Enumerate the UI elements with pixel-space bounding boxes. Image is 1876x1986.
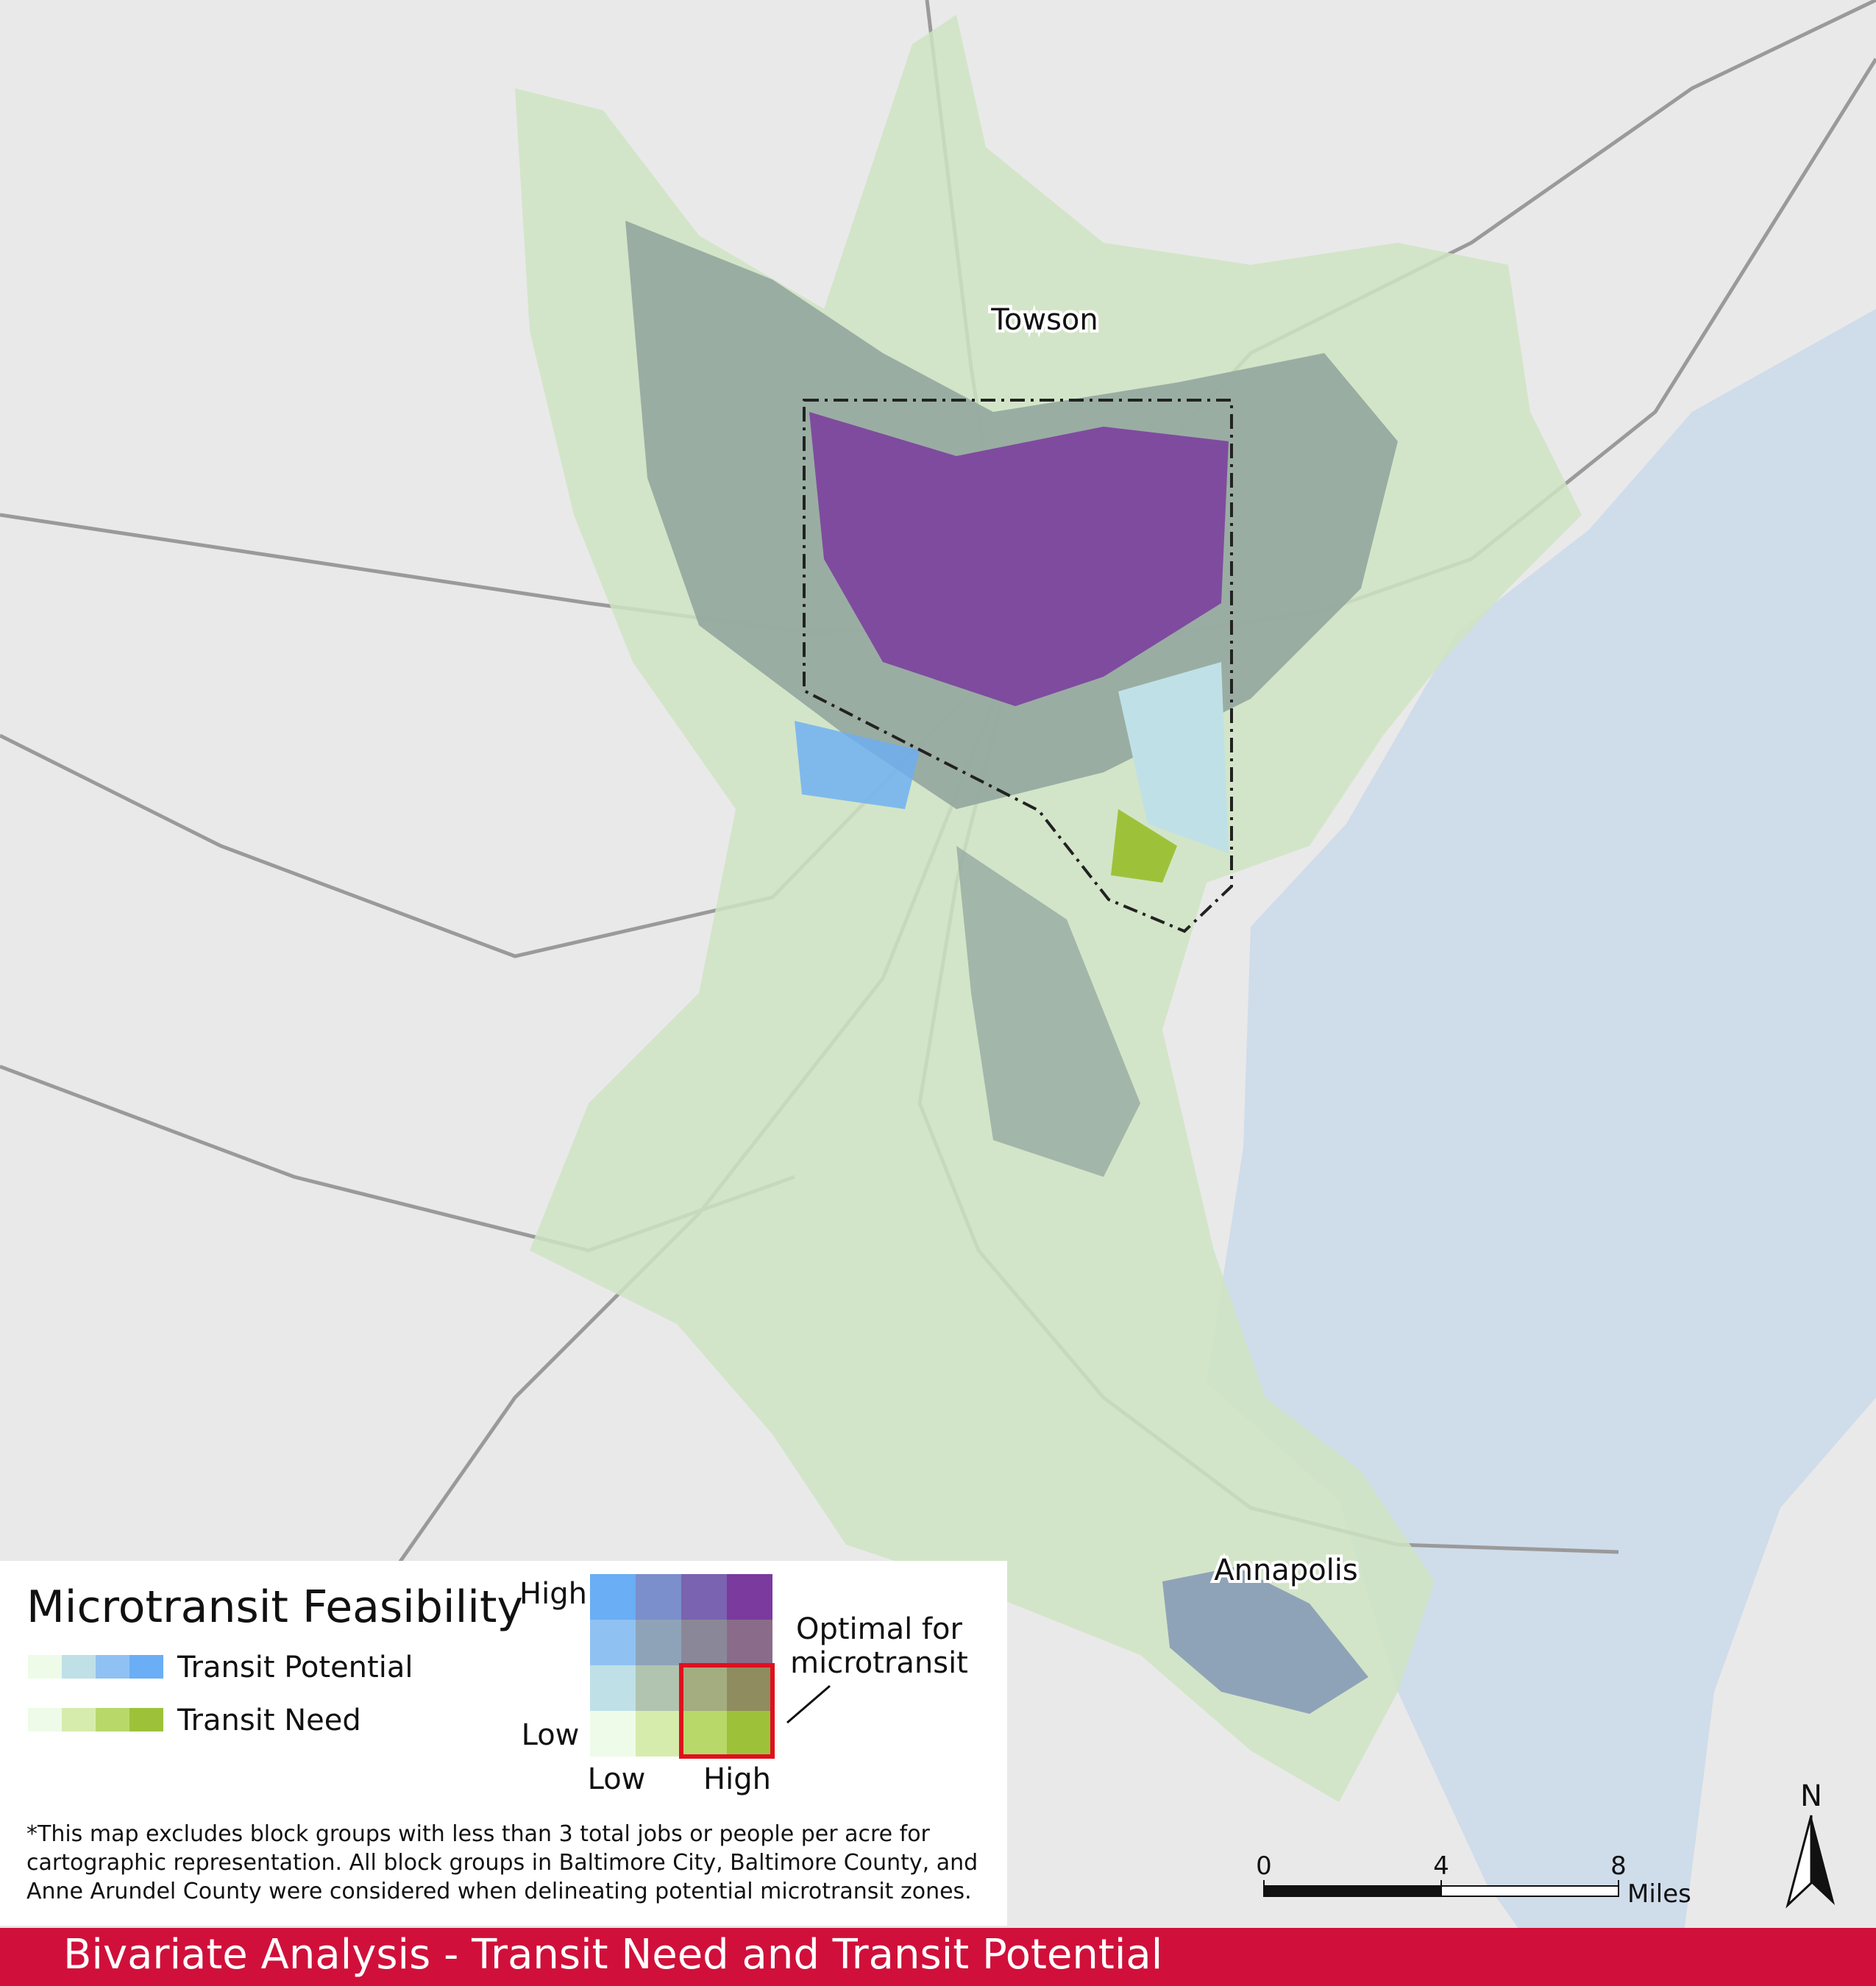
grid-cell: [636, 1711, 681, 1757]
north-label: N: [1800, 1779, 1822, 1813]
legend: Transit Potential Transit Need: [28, 1574, 775, 1759]
note: *This map excludes block groups with les…: [26, 1821, 931, 1847]
scale-label: 4: [1433, 1851, 1449, 1881]
footer-title: Bivariate Analysis - Transit Need and Tr…: [63, 1931, 1162, 1979]
block-groups: [515, 15, 1582, 1802]
scale-label: 8: [1610, 1851, 1627, 1881]
grid-cell: [727, 1574, 772, 1620]
grid-cell: [727, 1620, 772, 1665]
study-boundary: [803, 399, 1233, 933]
legend-swatch: [96, 1708, 129, 1731]
eastern-shore: [1677, 1398, 1876, 1986]
legend-swatch: [96, 1655, 129, 1679]
scale-segment: [1440, 1885, 1619, 1897]
grid-cell: [681, 1574, 727, 1620]
callout-leader: [786, 1684, 831, 1724]
grid-cell: [681, 1711, 727, 1757]
grid-cell: [636, 1620, 681, 1665]
y-axis-low: Low: [522, 1718, 580, 1752]
note: cartographic representation. All block g…: [26, 1850, 978, 1876]
scale-label: 0: [1256, 1851, 1272, 1881]
grid-cell: [681, 1665, 727, 1711]
grid-cell: [590, 1665, 636, 1711]
place-label: Annapolis: [1214, 1553, 1358, 1587]
scale-segment: [1263, 1885, 1442, 1897]
grid-cell: [727, 1711, 772, 1757]
footer-bar: [0, 1928, 1876, 1986]
legend-swatch: [129, 1708, 163, 1731]
place-label: Towson: [990, 303, 1098, 337]
grid-cell: [590, 1620, 636, 1665]
optimal-box: [679, 1663, 775, 1759]
x-axis-high: High: [703, 1762, 771, 1796]
legend-swatch: [129, 1655, 163, 1679]
north-arrow: [1811, 1815, 1835, 1905]
note: Anne Arundel County were considered when…: [26, 1879, 972, 1904]
legend-swatch: [28, 1655, 62, 1679]
legend-swatch: [62, 1655, 96, 1679]
y-axis-high: High: [519, 1577, 587, 1611]
grid-cell: [590, 1711, 636, 1757]
x-axis-low: Low: [588, 1762, 646, 1796]
grid-cell: [636, 1574, 681, 1620]
legend-label: Transit Potential: [177, 1651, 413, 1684]
callout: Optimal for: [796, 1612, 963, 1646]
grid-cell: [636, 1665, 681, 1711]
scale-unit: Miles: [1627, 1879, 1691, 1909]
grid-cell: [590, 1574, 636, 1620]
callout: microtransit: [790, 1646, 968, 1680]
legend-swatch: [28, 1708, 62, 1731]
grid-cell: [727, 1665, 772, 1711]
legend-swatch: [62, 1708, 96, 1731]
grid-cell: [681, 1620, 727, 1665]
legend-title: Microtransit Feasibility: [26, 1581, 523, 1633]
legend-box: [0, 1561, 1007, 1926]
legend-label: Transit Need: [177, 1704, 361, 1737]
